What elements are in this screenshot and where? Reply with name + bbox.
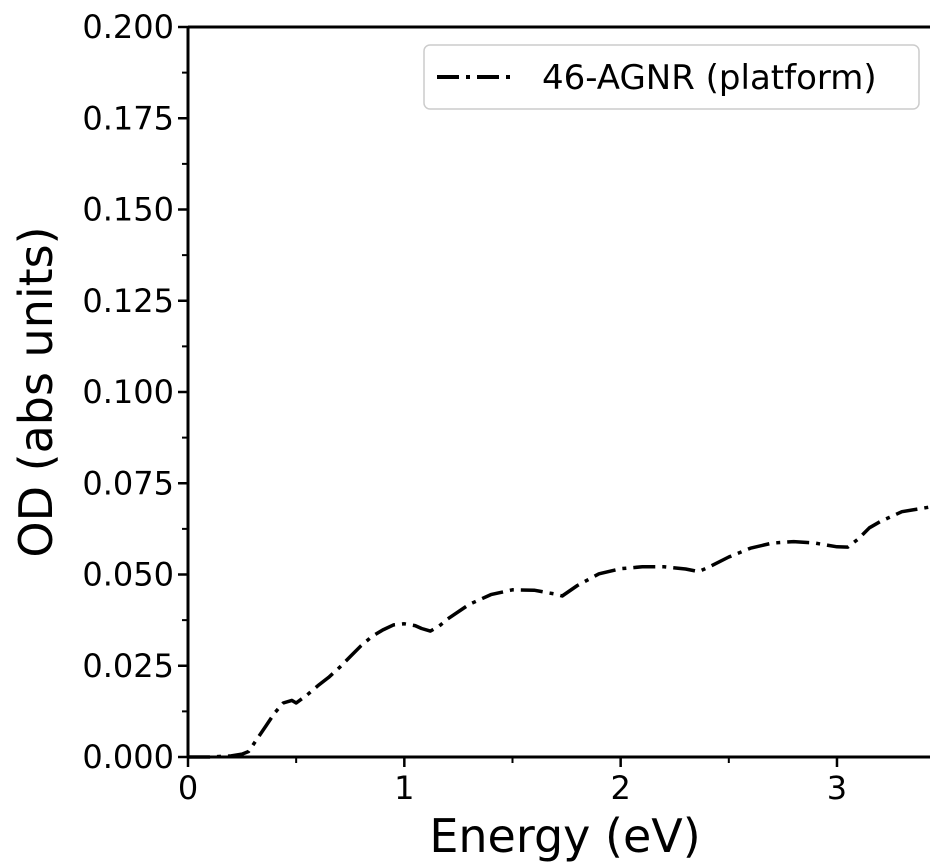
y-axis-title: OD (abs units) [9, 226, 63, 557]
series-line [188, 505, 930, 759]
x-tick-label: 3 [827, 769, 847, 807]
legend-frame [423, 44, 920, 110]
y-tick-label: 0.150 [82, 191, 174, 229]
minor-ticks [182, 71, 730, 763]
x-tick-label: 2 [610, 769, 630, 807]
y-tick-label: 0.100 [82, 373, 174, 411]
y-tick-label: 0.025 [82, 647, 174, 685]
series-layer [188, 505, 930, 759]
tick-labels: 0.000 0.025 0.050 0.075 0.100 0.125 0.150 0.175… [82, 8, 847, 807]
axes-frame [186, 25, 930, 759]
major-ticks [178, 25, 839, 767]
x-tick-label: 0 [178, 769, 198, 807]
y-tick-label: 0.000 [82, 738, 174, 776]
legend: 46-AGNR (platform) [423, 44, 920, 110]
legend-label: 46-AGNR (platform) [542, 58, 877, 98]
y-tick-label: 0.125 [82, 282, 174, 320]
y-tick-label: 0.175 [82, 99, 174, 137]
x-tick-label: 1 [394, 769, 414, 807]
y-tick-label: 0.075 [82, 464, 174, 502]
y-tick-label: 0.200 [82, 8, 174, 46]
y-tick-label: 0.050 [82, 556, 174, 594]
x-axis-title: Energy (eV) [429, 809, 700, 863]
